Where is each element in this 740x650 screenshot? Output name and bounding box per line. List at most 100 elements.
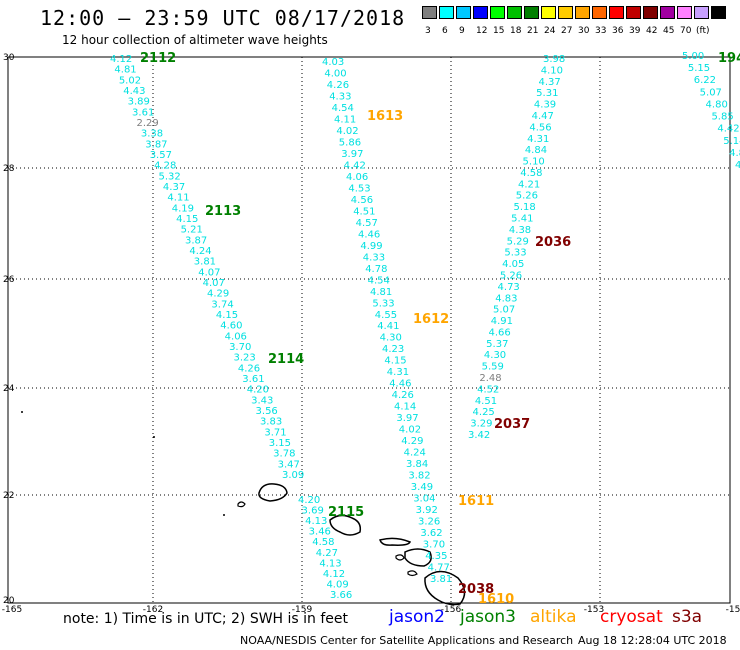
wave-height-value: 4.84 — [525, 145, 547, 156]
wave-height-value: 4.47 — [532, 111, 554, 122]
legend-swatch — [456, 6, 471, 19]
wave-height-value: 4.19 — [172, 203, 194, 214]
wave-height-value: 4.53 — [348, 183, 370, 194]
wave-height-value: 4.24 — [189, 246, 211, 257]
legend-swatch — [609, 6, 624, 19]
wave-height-value: 6.22 — [694, 75, 716, 86]
wave-height-value: 4.13 — [319, 558, 341, 569]
wave-height-value: 5.86 — [339, 137, 361, 148]
lon-tick-label: -165 — [2, 605, 22, 615]
wave-height-value: 4.06 — [225, 331, 247, 342]
wave-height-value: 5.29 — [507, 236, 529, 247]
wave-height-value: 4.91 — [491, 316, 513, 327]
wave-height-value: 4.39 — [534, 100, 556, 111]
lon-tick-label: -162 — [143, 605, 163, 615]
wave-height-value: 3.29 — [470, 419, 492, 430]
wave-height-value: 4.13 — [305, 516, 327, 527]
wave-height-value: 4.20 — [298, 495, 320, 506]
wave-height-value: 4 — [735, 160, 740, 171]
wave-height-value: 3.38 — [141, 129, 163, 140]
map-frame — [7, 56, 731, 604]
island-dot — [223, 514, 225, 516]
island-niihau — [237, 501, 246, 508]
wave-height-value: 4.60 — [220, 321, 242, 332]
lon-tick-label: -156 — [441, 605, 462, 615]
wave-height-value: 4.07 — [198, 267, 220, 278]
wave-height-value: 4.26 — [238, 363, 260, 374]
lat-tick-label: 28 — [3, 164, 15, 174]
wave-height-value: 4.57 — [356, 218, 378, 229]
wave-height-value: 3.78 — [273, 449, 295, 460]
wave-height-value: 3.47 — [278, 459, 300, 470]
lat-tick-label: 30 — [3, 53, 15, 63]
wave-height-value: 3.87 — [145, 139, 167, 150]
wave-height-value: 5.32 — [159, 171, 181, 182]
pass-label: 2037 — [494, 417, 530, 432]
wave-height-value: 3.46 — [309, 527, 331, 538]
wave-height-value: 4.11 — [334, 114, 356, 125]
wave-height-value: 4.56 — [351, 195, 373, 206]
wave-height-value: 4.81 — [114, 65, 136, 76]
wave-height-value: 5.41 — [511, 214, 533, 225]
pass-label: 194 — [718, 51, 740, 66]
pass-label: 2112 — [140, 51, 176, 66]
pass-label: 2038 — [458, 582, 494, 597]
wave-height-value: 3.97 — [396, 413, 418, 424]
wave-height-value: 4.42 — [717, 124, 739, 135]
wave-height-value: 3.69 — [302, 506, 324, 517]
wave-height-value: 4.30 — [484, 350, 506, 361]
legend-level-label: 18 — [510, 26, 522, 36]
pass-labels: 2112 2113 2114 2115 1613 1612 1611 1610 2036 2037… — [140, 51, 740, 607]
wave-height-value: 5.26 — [516, 191, 538, 202]
wave-height-value: 4.51 — [353, 206, 375, 217]
wave-height-value: 3.97 — [341, 149, 363, 160]
wave-height-value: 3.82 — [408, 471, 430, 482]
legend-swatch — [490, 6, 505, 19]
legend-level-label: 3 — [425, 26, 431, 36]
wave-height-value: 3.84 — [406, 459, 428, 470]
wave-height-value: 3.62 — [420, 528, 442, 539]
wave-height-value: 4.26 — [392, 390, 414, 401]
wave-height-value: 4.29 — [401, 436, 423, 447]
wave-height-value: 4.37 — [163, 182, 185, 193]
wave-height-value: 4.07 — [203, 278, 225, 289]
wave-height-value: 4.54 — [332, 103, 354, 114]
legend-level-label: 45 — [663, 26, 675, 36]
satellite-name: jason3 — [460, 607, 516, 627]
pass-label: 1611 — [458, 494, 494, 509]
legend-swatch — [626, 6, 641, 19]
lat-tick-label: 26 — [3, 275, 15, 285]
wave-height-value: 3.26 — [418, 517, 440, 528]
island-molokai — [379, 537, 412, 546]
wave-height-value: 4.38 — [509, 225, 531, 236]
legend-swatch — [677, 6, 692, 19]
island-hawaii — [424, 570, 466, 606]
wave-height-value: 4.31 — [527, 134, 549, 145]
wave-height-value: 4.58 — [520, 168, 542, 179]
wave-height-value: 4.24 — [404, 448, 426, 459]
satellite-name: s3a — [672, 607, 703, 627]
track-values: 4.124.815.024.433.893.612.293.383.873.57… — [110, 51, 740, 601]
legend-swatch — [524, 6, 539, 19]
island-dot — [21, 411, 23, 413]
page-title: 12:00 – 23:59 UTC 08/17/2018 — [40, 6, 406, 30]
wave-height-value: 5.33 — [372, 298, 394, 309]
wave-height-value: 4.66 — [488, 327, 510, 338]
legend-swatch — [558, 6, 573, 19]
wave-height-value: 3.71 — [264, 427, 286, 438]
wave-height-value: 4.02 — [399, 425, 421, 436]
wave-height-value: 4.15 — [176, 214, 198, 225]
wave-height-value: 5.33 — [504, 248, 526, 259]
wave-height-value: 3.09 — [282, 470, 304, 481]
wave-height-value: 4.54 — [368, 275, 390, 286]
lon-tick-label: -153 — [584, 605, 604, 615]
legend-level-label: 27 — [561, 26, 573, 36]
wave-height-value: 5.00 — [682, 51, 704, 62]
wave-height-value: 4.21 — [518, 179, 540, 190]
wave-height-value: 5.02 — [119, 75, 141, 86]
wave-height-value: 4.26 — [327, 80, 349, 91]
wave-height-value: 5.85 — [711, 112, 733, 123]
satellite-name: altika — [530, 607, 577, 627]
wave-height-value: 2.48 — [479, 373, 501, 384]
wave-height-value: 4.77 — [428, 563, 450, 574]
